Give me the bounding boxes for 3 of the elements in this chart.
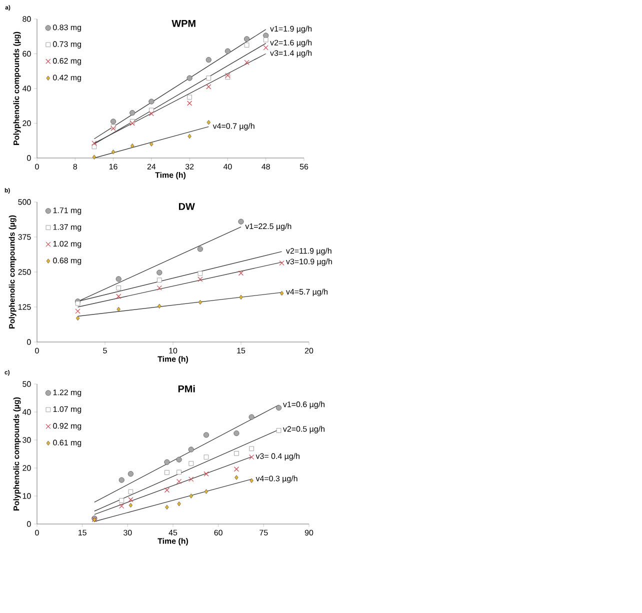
- chart-title: DW: [178, 203, 195, 210]
- chart-title: PMi: [178, 385, 195, 392]
- chart-title: WPM: [172, 20, 196, 27]
